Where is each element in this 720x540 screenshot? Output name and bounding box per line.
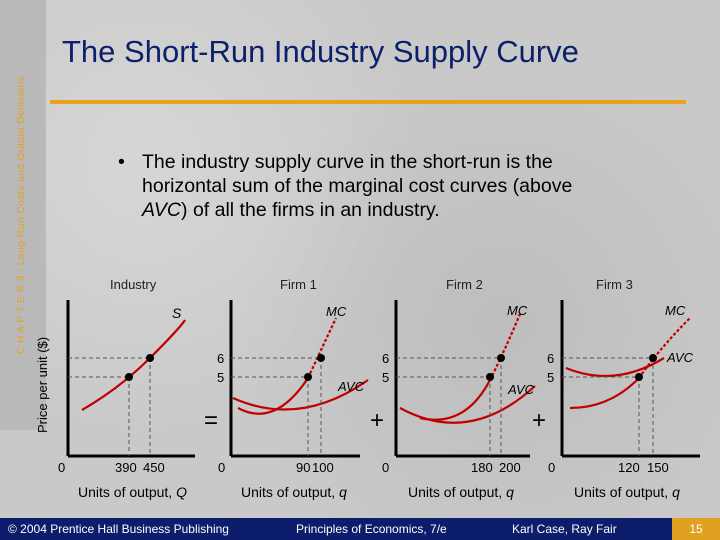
industry-x-tick-450: 450 — [143, 460, 165, 475]
firm1-mc-upper — [307, 317, 337, 379]
footer-bar: © 2004 Prentice Hall Business Publishing… — [0, 518, 720, 540]
firm1-panel: MC AVC 6 5 0 90 100 Units of output, q — [217, 300, 369, 500]
firm2-panel: MC AVC 6 5 0 180 200 Units of output, q — [382, 300, 536, 500]
firm1-avc-label: AVC — [337, 379, 365, 394]
slide-title: The Short-Run Industry Supply Curve — [62, 34, 579, 69]
panel-title-firm2: Firm 2 — [446, 277, 483, 292]
industry-panel: S 0 390 450 Units of output, Q — [58, 300, 195, 500]
operator-plus-2: + — [532, 407, 546, 434]
firm2-y-tick-5: 5 — [382, 370, 389, 385]
title-divider — [50, 100, 686, 104]
firm3-mc-lower — [569, 377, 640, 410]
bullet-text-end: ) of all the firms in an industry. — [181, 199, 440, 221]
bullet-text: • The industry supply curve in the short-… — [118, 150, 622, 222]
firm1-mc-label: MC — [326, 304, 347, 319]
firm2-mc-label: MC — [507, 303, 528, 318]
panel-title-firm3: Firm 3 — [596, 277, 633, 292]
firm2-point-200 — [497, 354, 505, 362]
supply-curve-figure: Price per unit ($) Industry Firm 1 Firm … — [35, 277, 700, 500]
firm3-y-tick-5: 5 — [547, 370, 554, 385]
industry-x-label: Units of output, Q — [78, 484, 187, 500]
firm3-origin: 0 — [548, 460, 555, 475]
bullet-text-avc: AVC — [142, 199, 182, 221]
footer-book: Principles of Economics, 7/e — [296, 522, 447, 536]
firm3-x-tick-150: 150 — [647, 460, 669, 475]
firm2-x-label: Units of output, q — [408, 484, 514, 500]
firm2-mc-lower — [419, 379, 491, 421]
firm3-mc-label: MC — [665, 303, 686, 318]
bullet-text-start: The industry supply curve in the short-r… — [142, 151, 573, 197]
industry-supply-curve — [81, 319, 186, 411]
firm1-y-tick-5: 5 — [217, 370, 224, 385]
firm1-x-tick-100: 100 — [312, 460, 334, 475]
firm1-y-tick-6: 6 — [217, 351, 224, 366]
firm1-origin: 0 — [218, 460, 225, 475]
footer-authors: Karl Case, Ray Fair — [512, 522, 617, 536]
industry-curve-label: S — [172, 305, 182, 321]
firm3-x-tick-120: 120 — [618, 460, 640, 475]
firm1-avc-curve — [232, 379, 369, 411]
industry-x-tick-390: 390 — [115, 460, 137, 475]
bullet-icon: • — [118, 151, 125, 173]
industry-point-390 — [125, 373, 133, 381]
panel-title-firm1: Firm 1 — [280, 277, 317, 292]
firm1-x-tick-90: 90 — [296, 460, 310, 475]
y-axis-label: Price per unit ($) — [35, 337, 50, 433]
firm3-point-120 — [635, 373, 643, 381]
firm2-x-tick-180: 180 — [471, 460, 493, 475]
firm2-mc-upper — [489, 313, 522, 381]
panel-title-industry: Industry — [110, 277, 157, 292]
firm2-avc-label: AVC — [507, 382, 535, 397]
industry-point-450 — [146, 354, 154, 362]
firm2-point-180 — [486, 373, 494, 381]
firm3-y-tick-6: 6 — [547, 351, 554, 366]
page-number: 15 — [672, 518, 720, 540]
firm2-y-tick-6: 6 — [382, 351, 389, 366]
operator-equals: = — [204, 407, 218, 434]
firm2-avc-curve — [399, 385, 536, 424]
firm2-origin: 0 — [382, 460, 389, 475]
chapter-sidebar: C H A P T E R 8 : Long-Run Costs and Out… — [0, 0, 46, 430]
firm3-mc-upper — [638, 317, 691, 379]
firm3-avc-label: AVC — [666, 350, 694, 365]
firm3-point-150 — [649, 354, 657, 362]
firm1-mc-lower — [237, 377, 309, 415]
industry-origin: 0 — [58, 460, 65, 475]
firm3-x-label: Units of output, q — [574, 484, 680, 500]
firm3-avc-curve — [565, 357, 665, 378]
firm1-point-100 — [317, 354, 325, 362]
firm2-x-tick-200: 200 — [499, 460, 521, 475]
operator-plus-1: + — [370, 407, 384, 434]
firm1-point-90 — [304, 373, 312, 381]
firm1-x-label: Units of output, q — [241, 484, 347, 500]
footer-copyright: © 2004 Prentice Hall Business Publishing — [8, 522, 229, 536]
firm3-panel: MC AVC 6 5 0 120 150 Units of output, q — [547, 300, 700, 500]
